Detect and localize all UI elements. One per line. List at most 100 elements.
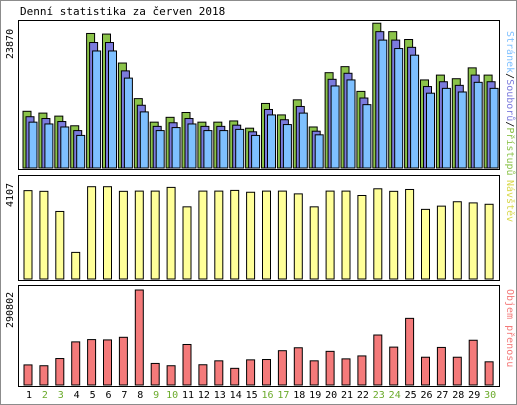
day-label: 26 xyxy=(420,390,432,401)
pages-bar xyxy=(155,130,165,169)
kbytes-bar xyxy=(55,358,65,386)
visits-bar xyxy=(230,189,240,280)
visits-bar xyxy=(246,191,256,280)
day-label: 21 xyxy=(341,390,353,401)
day-axis: 1 2 3 4 5 6 7 8 9 10 11 12 13 14 15 16 17 18 19 20 21 22 23 24 2… xyxy=(26,390,496,401)
day-label: 2 xyxy=(42,390,48,401)
pages-bar xyxy=(251,134,261,169)
kbytes-bar xyxy=(436,346,446,386)
pages-bar xyxy=(60,126,70,169)
kbytes-bar xyxy=(39,365,49,386)
hits-max-label: 23870 xyxy=(5,28,16,59)
pages-bar xyxy=(171,127,181,169)
kbytes-bar xyxy=(214,360,224,386)
legend-pages: Stránek xyxy=(504,31,515,74)
visits-bar xyxy=(214,190,224,280)
visits-bar xyxy=(309,206,319,280)
day-label: 13 xyxy=(214,390,226,401)
kbytes-bar xyxy=(277,350,287,386)
pages-bar xyxy=(28,121,38,169)
visits-bar xyxy=(150,190,160,280)
pages-bar xyxy=(282,124,292,169)
kbytes-bar xyxy=(150,362,160,386)
day-label: 20 xyxy=(325,390,337,401)
pages-bar xyxy=(457,91,467,169)
pages-bar xyxy=(235,128,245,169)
kbytes-bar xyxy=(484,361,494,386)
kbytes-bar xyxy=(341,358,351,386)
visits-bar xyxy=(103,186,112,280)
day-label: 16 xyxy=(261,390,273,401)
pages-bar xyxy=(108,50,117,169)
day-label: 12 xyxy=(198,390,210,401)
kbytes-bar xyxy=(118,336,128,386)
kbytes-bar xyxy=(262,359,271,386)
visits-chart-svg xyxy=(23,186,494,280)
kbytes-bar xyxy=(103,339,112,386)
day-label: 24 xyxy=(389,390,401,401)
pages-bar xyxy=(314,134,324,169)
visits-bar xyxy=(182,206,192,280)
legend-hits: Přístupů xyxy=(504,127,515,176)
visits-bar xyxy=(341,190,351,280)
pages-bar xyxy=(473,81,483,169)
visits-panel xyxy=(18,175,500,281)
day-label: 4 xyxy=(74,390,80,401)
day-label: 8 xyxy=(137,390,143,401)
pages-bar xyxy=(76,134,86,169)
visits-bar xyxy=(468,202,478,280)
day-label: 7 xyxy=(121,390,127,401)
day-label: 23 xyxy=(373,390,385,401)
kbytes-bar xyxy=(166,365,176,386)
kbytes-panel xyxy=(18,285,500,387)
day-label: 3 xyxy=(58,390,64,401)
pages-bar xyxy=(394,48,404,169)
kbytes-bar xyxy=(389,346,399,386)
day-label: 28 xyxy=(452,390,464,401)
pages-bar xyxy=(330,85,340,169)
visits-bar xyxy=(134,190,144,280)
visits-bar xyxy=(389,190,399,280)
kbytes-bar xyxy=(198,364,208,386)
pages-bar xyxy=(426,92,435,169)
kbytes-bar xyxy=(309,360,319,386)
pages-bar xyxy=(362,104,372,169)
kbytes-bar xyxy=(421,356,430,386)
visits-bar xyxy=(87,186,97,280)
pages-bar xyxy=(410,54,420,169)
pages-bar xyxy=(441,87,451,169)
kbytes-bar xyxy=(357,355,367,386)
kbytes-bar xyxy=(246,359,256,386)
visits-bar xyxy=(293,193,303,280)
day-label: 14 xyxy=(230,390,242,401)
kbytes-bar xyxy=(325,350,335,386)
visits-bar xyxy=(405,188,415,280)
kbytes-bar xyxy=(182,343,192,386)
pages-bar xyxy=(219,130,229,169)
day-label: 18 xyxy=(293,390,305,401)
day-label: 29 xyxy=(468,390,480,401)
hits-legend: Stránek/Souborů/Přístupů xyxy=(504,31,515,176)
kbytes-bar xyxy=(468,339,478,386)
day-label: 11 xyxy=(182,390,194,401)
hits-panel xyxy=(18,20,500,170)
pages-bar xyxy=(346,79,356,169)
day-label: 9 xyxy=(153,390,159,401)
visits-bar xyxy=(55,210,65,280)
pages-bar xyxy=(378,39,388,169)
hits-chart-svg xyxy=(22,22,499,169)
day-label: 30 xyxy=(484,390,496,401)
pages-bar xyxy=(267,114,276,169)
pages-bar xyxy=(203,130,213,169)
pages-bar xyxy=(123,77,133,169)
kbytes-bar xyxy=(230,367,240,386)
visits-max-label: 4107 xyxy=(5,182,16,207)
kbytes-bar xyxy=(87,339,97,386)
kbytes-bar xyxy=(71,341,81,386)
pages-bar xyxy=(298,112,308,169)
kbytes-bar xyxy=(134,289,144,386)
visits-bar xyxy=(118,190,128,280)
day-label: 15 xyxy=(246,390,258,401)
visits-bar xyxy=(198,190,208,280)
